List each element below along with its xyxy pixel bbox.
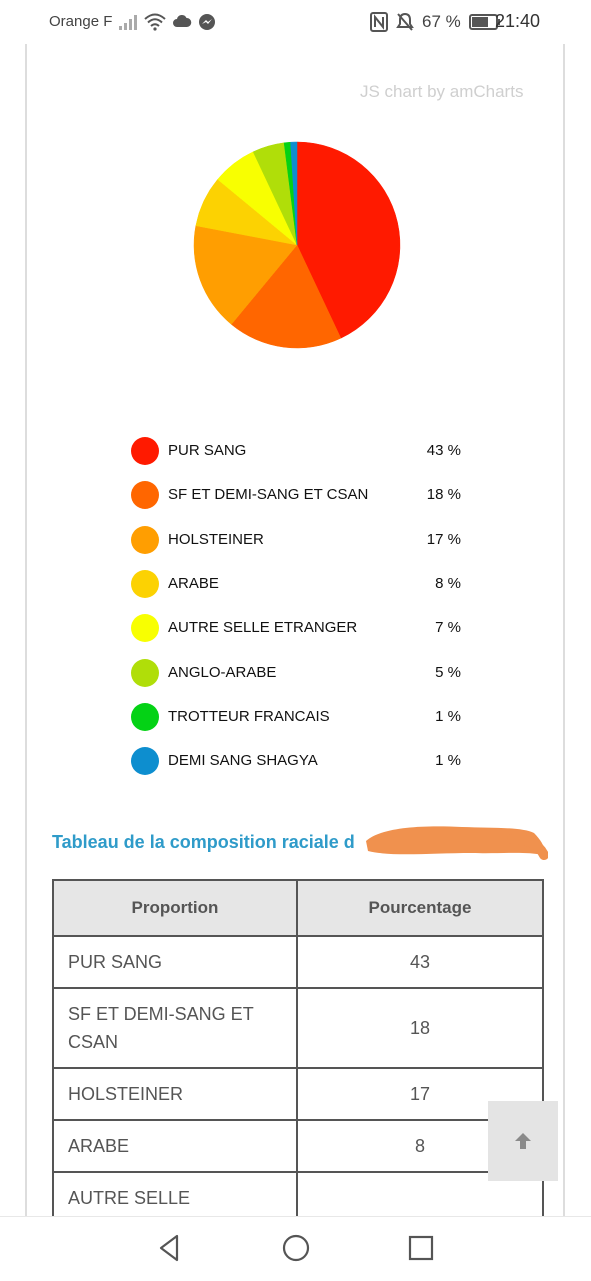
- table-title: Tableau de la composition raciale d: [52, 832, 355, 852]
- cloud-icon: [173, 14, 192, 27]
- cell-proportion: AUTRE SELLE: [52, 1171, 298, 1216]
- legend-value: 7 %: [435, 619, 461, 637]
- back-icon[interactable]: [155, 1233, 185, 1263]
- cell-proportion: SF ET DEMI-SANG ET CSAN: [52, 987, 298, 1069]
- legend-item[interactable]: TROTTEUR FRANCAIS 1 %: [131, 702, 471, 732]
- messenger-icon: [199, 14, 215, 30]
- legend-item[interactable]: AUTRE SELLE ETRANGER 7 %: [131, 613, 471, 643]
- table-row: AUTRE SELLE: [52, 1171, 544, 1216]
- legend-label: AUTRE SELLE ETRANGER: [168, 619, 358, 637]
- table-row: HOLSTEINER 17: [52, 1067, 544, 1121]
- cell-proportion: HOLSTEINER: [52, 1067, 298, 1121]
- battery-icon: [468, 14, 500, 30]
- legend-value: 8 %: [435, 574, 461, 592]
- composition-table: Proportion Pourcentage PUR SANG 43 SF ET…: [52, 879, 544, 1216]
- legend-label: PUR SANG: [168, 442, 247, 459]
- pie-slice-pur-sang[interactable]: [296, 141, 401, 339]
- signal-icon: [119, 15, 137, 30]
- cell-percentage: 43: [296, 935, 544, 989]
- pie-slice-demi-sang-shagya[interactable]: [290, 141, 298, 246]
- legend-item[interactable]: PUR SANG 43 %: [131, 436, 471, 466]
- clock: 21:40: [495, 11, 541, 31]
- legend-marker: [131, 702, 159, 731]
- column-header-pourcentage: Pourcentage: [296, 879, 544, 937]
- home-icon[interactable]: [281, 1233, 311, 1263]
- legend-value: 43 %: [426, 442, 461, 459]
- legend-marker: [131, 437, 159, 465]
- legend-label: SF ET DEMI-SANG ET CSAN: [168, 486, 369, 504]
- legend-item[interactable]: DEMI SANG SHAGYA 1 %: [131, 746, 471, 776]
- legend-value: 1 %: [435, 752, 461, 770]
- table-row: ARABE 8: [52, 1119, 544, 1173]
- table-row: PUR SANG 43: [52, 935, 544, 989]
- battery-percent: 67 %: [422, 12, 461, 31]
- scroll-to-top-button[interactable]: [488, 1101, 558, 1181]
- amcharts-credit-link[interactable]: JS chart by amCharts: [360, 82, 524, 101]
- pie-slice-sf-et-demi-sang-et-csan[interactable]: [230, 244, 342, 349]
- mute-icon: [396, 12, 414, 31]
- legend-item[interactable]: ANGLO-ARABE 5 %: [131, 658, 471, 688]
- legend-value: 5 %: [435, 663, 461, 681]
- navigation-bar: [0, 1216, 591, 1281]
- cell-proportion: PUR SANG: [52, 935, 298, 989]
- legend-label: DEMI SANG SHAGYA: [168, 752, 318, 770]
- legend-marker: [131, 614, 159, 643]
- legend-label: TROTTEUR FRANCAIS: [168, 707, 330, 725]
- legend-marker: [131, 525, 159, 554]
- legend-label: ANGLO-ARABE: [168, 663, 277, 681]
- table-row: SF ET DEMI-SANG ET CSAN 18: [52, 987, 544, 1069]
- cell-proportion: ARABE: [52, 1119, 298, 1173]
- nfc-icon: [370, 12, 388, 32]
- legend-marker: [131, 747, 159, 776]
- legend-value: 18 %: [426, 486, 461, 504]
- legend-label: HOLSTEINER: [168, 530, 264, 548]
- pie-slice-holsteiner[interactable]: [193, 225, 298, 325]
- legend-marker: [131, 481, 159, 510]
- wifi-icon: [144, 13, 166, 31]
- legend-marker: [131, 658, 159, 687]
- legend-value: 17 %: [426, 530, 461, 548]
- pie-chart: [193, 141, 401, 349]
- legend-label: ARABE: [168, 574, 219, 592]
- table-header-row: Proportion Pourcentage: [52, 879, 544, 937]
- redaction-scribble: [366, 826, 548, 860]
- legend-value: 1 %: [435, 707, 461, 725]
- legend-item[interactable]: HOLSTEINER 17 %: [131, 525, 471, 555]
- legend-marker: [131, 569, 159, 598]
- arrow-up-icon: [515, 1133, 531, 1149]
- legend-item[interactable]: ARABE 8 %: [131, 569, 471, 599]
- cell-percentage: 18: [296, 987, 544, 1069]
- legend-item[interactable]: SF ET DEMI-SANG ET CSAN 18 %: [131, 480, 471, 510]
- column-header-proportion: Proportion: [52, 879, 298, 937]
- page-content: JS chart by amCharts PUR SANG 43 % SF ET D…: [25, 44, 565, 1216]
- carrier-name: Orange F: [49, 13, 113, 30]
- status-bar: Orange F 67 %: [0, 0, 591, 44]
- recents-icon[interactable]: [406, 1233, 436, 1263]
